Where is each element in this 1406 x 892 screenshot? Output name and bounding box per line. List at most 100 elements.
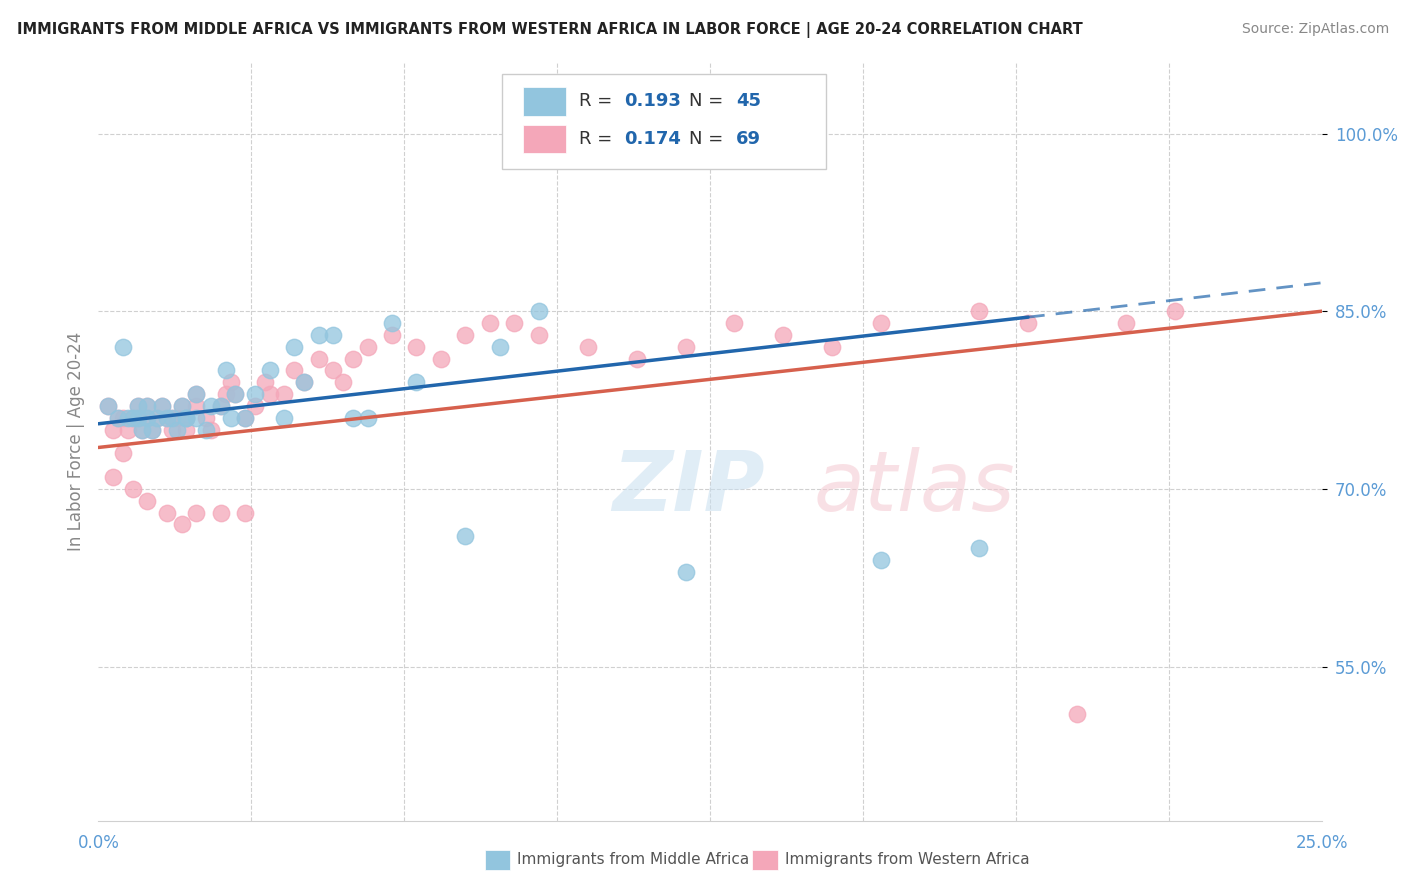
Text: Immigrants from Western Africa: Immigrants from Western Africa xyxy=(785,853,1029,867)
Text: N =: N = xyxy=(689,130,724,148)
Point xyxy=(136,410,159,425)
FancyBboxPatch shape xyxy=(523,87,565,116)
Point xyxy=(209,506,232,520)
Point xyxy=(131,423,153,437)
Point xyxy=(176,410,198,425)
Text: Source: ZipAtlas.com: Source: ZipAtlas.com xyxy=(1241,22,1389,37)
Point xyxy=(283,340,305,354)
Point xyxy=(772,327,794,342)
Point xyxy=(121,410,143,425)
Point xyxy=(117,423,139,437)
Point xyxy=(186,410,208,425)
Point xyxy=(176,423,198,437)
Point xyxy=(107,410,129,425)
Point xyxy=(146,410,169,425)
Point xyxy=(870,316,893,330)
Point xyxy=(576,340,599,354)
Point xyxy=(308,327,330,342)
Point xyxy=(342,410,364,425)
Point xyxy=(101,423,124,437)
Point xyxy=(209,399,232,413)
Point xyxy=(381,327,404,342)
Point xyxy=(292,376,315,390)
Point xyxy=(156,410,179,425)
Point xyxy=(111,410,134,425)
Point xyxy=(723,316,745,330)
Point xyxy=(253,376,276,390)
Point xyxy=(454,327,477,342)
FancyBboxPatch shape xyxy=(523,125,565,153)
Point xyxy=(209,399,232,413)
Point xyxy=(356,410,378,425)
Point xyxy=(1164,304,1187,318)
Point xyxy=(150,399,173,413)
Point xyxy=(186,387,208,401)
Point xyxy=(121,482,143,496)
Point xyxy=(107,410,129,425)
Point xyxy=(200,399,222,413)
Point xyxy=(332,376,354,390)
Point xyxy=(170,399,193,413)
Text: IMMIGRANTS FROM MIDDLE AFRICA VS IMMIGRANTS FROM WESTERN AFRICA IN LABOR FORCE |: IMMIGRANTS FROM MIDDLE AFRICA VS IMMIGRA… xyxy=(17,22,1083,38)
Point xyxy=(356,340,378,354)
Point xyxy=(160,410,183,425)
Point xyxy=(200,423,222,437)
Point xyxy=(381,316,404,330)
Point xyxy=(131,423,153,437)
Point xyxy=(186,506,208,520)
Point xyxy=(675,340,697,354)
Point xyxy=(170,399,193,413)
Point xyxy=(141,423,163,437)
Text: R =: R = xyxy=(579,92,613,110)
Point xyxy=(308,351,330,366)
Point xyxy=(166,410,188,425)
Point xyxy=(870,553,893,567)
Point xyxy=(214,363,236,377)
Point xyxy=(186,387,208,401)
Point xyxy=(243,399,266,413)
Point xyxy=(292,376,315,390)
Point xyxy=(146,410,169,425)
Point xyxy=(111,340,134,354)
Point xyxy=(156,506,179,520)
Point xyxy=(111,446,134,460)
Y-axis label: In Labor Force | Age 20-24: In Labor Force | Age 20-24 xyxy=(66,332,84,551)
Point xyxy=(97,399,120,413)
Point xyxy=(195,410,218,425)
Point xyxy=(430,351,453,366)
Point xyxy=(219,376,242,390)
Text: Immigrants from Middle Africa: Immigrants from Middle Africa xyxy=(517,853,749,867)
Point xyxy=(127,399,149,413)
Point xyxy=(121,410,143,425)
Point xyxy=(160,423,183,437)
Point xyxy=(342,351,364,366)
Point xyxy=(1115,316,1137,330)
Point xyxy=(224,387,246,401)
Point xyxy=(626,351,648,366)
Point xyxy=(478,316,501,330)
Point xyxy=(186,399,208,413)
Point xyxy=(141,423,163,437)
Point xyxy=(166,423,188,437)
Point xyxy=(214,387,236,401)
Point xyxy=(259,363,281,377)
Point xyxy=(176,410,198,425)
Point xyxy=(527,327,550,342)
Point xyxy=(195,423,218,437)
Point xyxy=(176,410,198,425)
Point xyxy=(160,410,183,425)
Point xyxy=(219,410,242,425)
Point xyxy=(967,541,990,556)
Text: N =: N = xyxy=(689,92,724,110)
Point xyxy=(967,304,990,318)
Point xyxy=(259,387,281,401)
Point xyxy=(273,410,295,425)
Point xyxy=(1066,706,1088,721)
Point xyxy=(156,410,179,425)
Text: 45: 45 xyxy=(735,92,761,110)
Point xyxy=(127,410,149,425)
Point xyxy=(136,399,159,413)
Point xyxy=(527,304,550,318)
Point xyxy=(127,410,149,425)
Point xyxy=(503,316,526,330)
